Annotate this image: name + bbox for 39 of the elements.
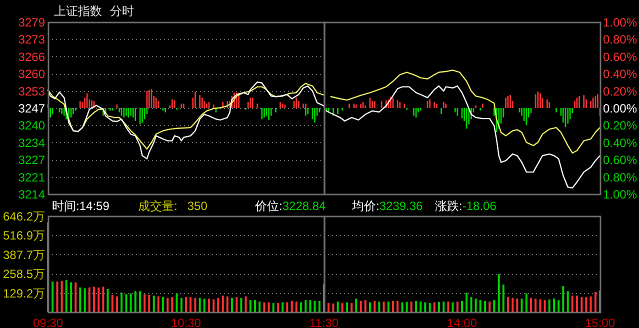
y-tick-label: 3234 bbox=[18, 136, 46, 150]
y-tick-label: 3247 bbox=[18, 102, 46, 116]
x-tick-label: 15:00 bbox=[584, 316, 616, 328]
y-tick-label: 516.9万 bbox=[2, 228, 45, 243]
text: 均价:3239.36 bbox=[351, 199, 424, 213]
y-tick-label: 3273 bbox=[18, 32, 46, 47]
y-tick-label: 3221 bbox=[18, 170, 46, 184]
text: 涨跌:-18.06 bbox=[435, 199, 497, 213]
y2-tick-label: 1.00% bbox=[603, 16, 638, 30]
text: 时间:14:59 bbox=[52, 199, 110, 213]
y-tick-label: 129.2万 bbox=[2, 286, 45, 300]
y2-tick-label: 0.60% bbox=[603, 50, 638, 64]
y2-tick-label: 0.40% bbox=[603, 136, 638, 150]
x-tick-label: 10:30 bbox=[170, 316, 202, 328]
y2-tick-label: 0.80% bbox=[603, 170, 638, 184]
y2-tick-label: 0.20% bbox=[603, 84, 638, 98]
y2-tick-label: 0.40% bbox=[603, 67, 638, 82]
y2-tick-label: 0.80% bbox=[603, 32, 638, 47]
x-tick-label: 11:30 bbox=[309, 316, 339, 328]
y-tick-label: 3214 bbox=[18, 188, 46, 202]
y-tick-label: 3227 bbox=[18, 153, 46, 168]
y-tick-label: 3253 bbox=[18, 84, 46, 98]
y-tick-label: 3266 bbox=[18, 50, 46, 64]
x-tick-label: 09:30 bbox=[32, 316, 64, 328]
y-tick-label: 646.2万 bbox=[2, 210, 45, 224]
y-tick-label: 3279 bbox=[18, 16, 46, 30]
y2-tick-label: 0.20% bbox=[603, 118, 638, 133]
chart-subtitle: 分时 bbox=[110, 4, 134, 18]
y-tick-label: 258.5万 bbox=[2, 267, 45, 282]
y-tick-label: 387.7万 bbox=[2, 248, 45, 262]
text: 成交量: 350 bbox=[138, 199, 208, 213]
y-tick-label: 3260 bbox=[18, 67, 46, 82]
y2-tick-label: 0.60% bbox=[603, 153, 638, 168]
y2-tick-label: 1.00% bbox=[603, 188, 638, 202]
text: 价位:3228.84 bbox=[254, 199, 326, 213]
x-tick-label: 14:00 bbox=[446, 316, 478, 328]
chart-title: 上证指数 bbox=[54, 4, 102, 18]
y2-tick-label: 0.00% bbox=[603, 102, 638, 116]
y-tick-label: 3240 bbox=[18, 118, 46, 133]
